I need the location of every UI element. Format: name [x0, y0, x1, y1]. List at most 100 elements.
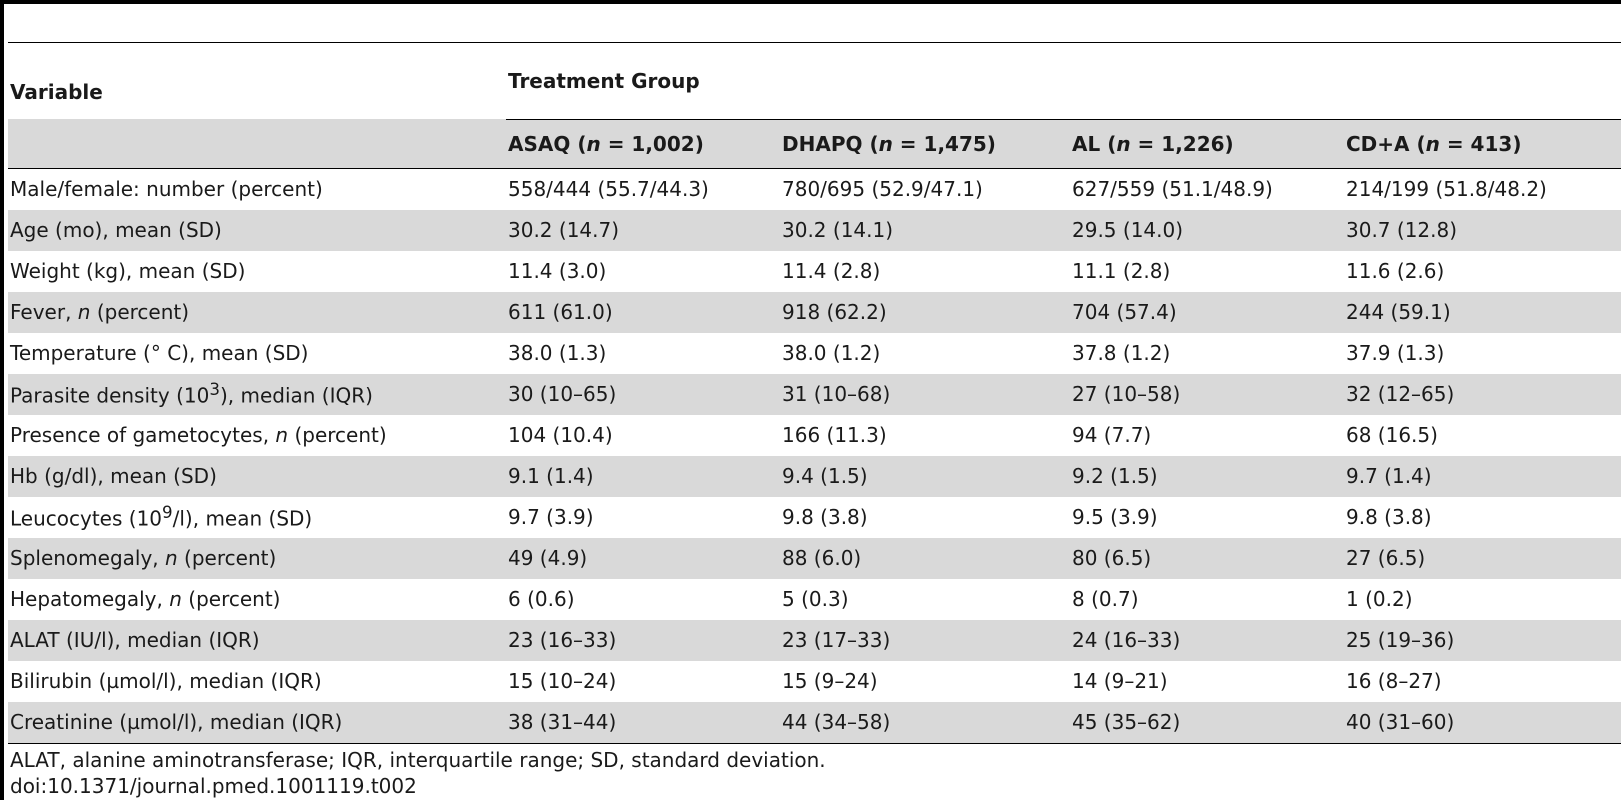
table-cell: 29.5 (14.0): [1070, 209, 1344, 251]
table-cell: 5 (0.3): [782, 587, 849, 611]
table-cell: 24 (16–33): [1070, 619, 1344, 661]
arm-name: AL: [1072, 131, 1101, 156]
table-cell: 25 (19–36): [1344, 619, 1621, 661]
row-variable-label: Creatinine (µmol/l), median (IQR): [8, 701, 506, 744]
label-italic: n: [275, 423, 289, 447]
label-text: Leucocytes (10: [10, 506, 163, 531]
label-superscript: 9: [162, 503, 173, 523]
table-cell: 1 (0.2): [1346, 587, 1413, 611]
table-cell: 11.6 (2.6): [1346, 259, 1445, 283]
table-cell: 11.4 (3.0): [508, 259, 607, 283]
table-row: Creatinine (µmol/l), median (IQR) 38 (31–…: [8, 701, 1621, 744]
arm-header-asaq: ASAQ (n = 1,002): [506, 118, 780, 169]
table-cell: 214/199 (51.8/48.2): [1346, 177, 1547, 201]
variable-header: Variable: [8, 42, 506, 119]
label-text-suffix: ), median (IQR): [219, 383, 373, 408]
label-text: Age (mo), mean (SD): [10, 218, 222, 242]
label-italic: n: [165, 546, 178, 570]
label-text-suffix: (percent): [177, 546, 277, 570]
table-cell: 68 (16.5): [1346, 423, 1438, 447]
table-cell: 9.5 (3.9): [1072, 505, 1158, 529]
table-cell: 14 (9–21): [1072, 669, 1168, 693]
table-cell: 88 (6.0): [780, 537, 1070, 579]
table-cell: 49 (4.9): [506, 537, 780, 579]
arm-name: DHAPQ: [782, 131, 863, 156]
label-text-suffix: /l), mean (SD): [172, 506, 313, 531]
table-cell: 15 (9–24): [782, 669, 878, 693]
table-cell: 244 (59.1): [1344, 291, 1621, 333]
table-cell: 704 (57.4): [1070, 291, 1344, 333]
table-row: Temperature (° C), mean (SD) 38.0 (1.3) 38…: [8, 333, 1621, 374]
table-cell: 918 (62.2): [780, 291, 1070, 333]
row-variable-label: Fever, n (percent): [8, 291, 506, 333]
arm-n-label: n: [586, 131, 601, 156]
table-cell: 11.1 (2.8): [1072, 259, 1171, 283]
table-cell: 30.2 (14.7): [506, 209, 780, 251]
table-cell: 627/559 (51.1/48.9): [1072, 177, 1273, 201]
table-row: Hepatomegaly, n (percent) 6 (0.6) 5 (0.3) 8…: [8, 579, 1621, 620]
table-cell: 31 (10–68): [780, 373, 1070, 415]
table-cell: 23 (17–33): [780, 619, 1070, 661]
table-row: Male/female: number (percent) 558/444 (55…: [8, 168, 1621, 210]
table-cell: 38.0 (1.3): [508, 341, 607, 365]
arm-n-label: n: [1425, 131, 1440, 156]
label-text: Bilirubin (µmol/l), median (IQR): [10, 669, 322, 693]
row-variable-label: Parasite density (103), median (IQR): [8, 373, 506, 415]
table-cell: 611 (61.0): [506, 291, 780, 333]
table-cell: 80 (6.5): [1070, 537, 1344, 579]
table-cell: 15 (10–24): [508, 669, 617, 693]
arm-name: ASAQ: [508, 131, 571, 156]
table-doi: doi:10.1371/journal.pmed.1001119.t002: [10, 774, 417, 798]
table-cell: 45 (35–62): [1070, 701, 1344, 744]
table-row: ALAT (IU/l), median (IQR) 23 (16–33) 23 (1…: [8, 619, 1621, 661]
row-variable-label: Splenomegaly, n (percent): [8, 537, 506, 579]
table-cell: 32 (12–65): [1344, 373, 1621, 415]
table-cell: 30.2 (14.1): [780, 209, 1070, 251]
label-text: Parasite density (10: [10, 383, 210, 408]
table-row: Parasite density (103), median (IQR) 30 (…: [8, 373, 1621, 415]
label-text-suffix: (percent): [90, 300, 190, 324]
baseline-characteristics-table: Variable Treatment Group ASAQ (n = 1,002…: [8, 42, 1621, 744]
table-cell: 9.4 (1.5): [780, 455, 1070, 497]
table-cell: 40 (31–60): [1344, 701, 1621, 744]
table-footnote: ALAT, alanine aminotransferase; IQR, int…: [10, 748, 826, 772]
header-row-group: Variable Treatment Group: [8, 42, 1621, 119]
arm-n-value: = 1,002: [600, 131, 695, 156]
table-cell: 37.9 (1.3): [1346, 341, 1445, 365]
table-cell: 9.2 (1.5): [1070, 455, 1344, 497]
table-row: Age (mo), mean (SD) 30.2 (14.7) 30.2 (14.1…: [8, 209, 1621, 251]
label-text: Male/female: number (percent): [10, 177, 323, 201]
arm-n-label: n: [1116, 131, 1131, 156]
table-cell: 9.7 (1.4): [1344, 455, 1621, 497]
label-italic: n: [169, 587, 182, 611]
label-text: Presence of gametocytes,: [10, 423, 276, 447]
arm-header-al: AL (n = 1,226): [1070, 118, 1344, 169]
table-cell: 558/444 (55.7/44.3): [508, 177, 709, 201]
table-cell: 104 (10.4): [508, 423, 613, 447]
treatment-group-header: Treatment Group: [506, 42, 1621, 119]
table-cell: 23 (16–33): [506, 619, 780, 661]
top-border-rule: [0, 0, 1621, 4]
label-text: Creatinine (µmol/l), median (IQR): [10, 710, 343, 734]
table-cell: 11.4 (2.8): [782, 259, 881, 283]
label-text-suffix: (percent): [288, 423, 387, 447]
label-text: Fever,: [10, 300, 78, 324]
table-cell: 780/695 (52.9/47.1): [782, 177, 983, 201]
table-cell: 166 (11.3): [782, 423, 887, 447]
row-variable-label: Hepatomegaly, n (percent): [8, 579, 506, 620]
table-cell: 9.8 (3.8): [782, 505, 868, 529]
label-text: ALAT (IU/l), median (IQR): [10, 628, 260, 652]
table-cell: 30 (10–65): [506, 373, 780, 415]
row-variable-label: Weight (kg), mean (SD): [8, 251, 506, 292]
row-variable-label: Male/female: number (percent): [8, 168, 506, 210]
table-cell: 27 (6.5): [1344, 537, 1621, 579]
table-cell: 44 (34–58): [780, 701, 1070, 744]
arm-n-label: n: [878, 131, 893, 156]
label-text: Weight (kg), mean (SD): [10, 259, 246, 283]
table-cell: 16 (8–27): [1346, 669, 1442, 693]
row-variable-label: Age (mo), mean (SD): [8, 209, 506, 251]
arm-n-value: = 413: [1439, 131, 1513, 156]
table-row: Leucocytes (109/l), mean (SD) 9.7 (3.9) 9.…: [8, 497, 1621, 538]
arm-header-dhapq: DHAPQ (n = 1,475): [780, 118, 1070, 169]
label-text: Hb (g/dl), mean (SD): [10, 464, 217, 488]
